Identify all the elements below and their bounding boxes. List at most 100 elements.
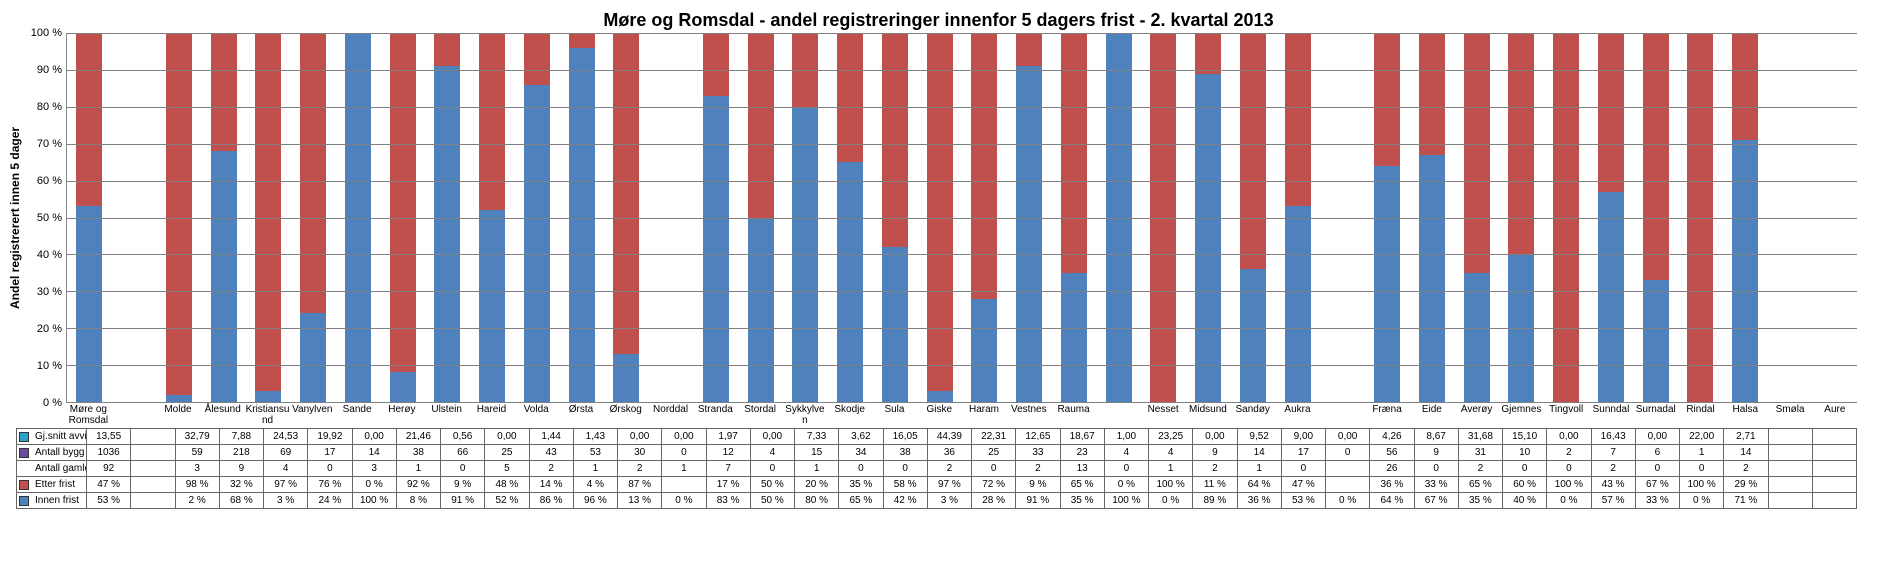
cell: 38 bbox=[396, 445, 440, 461]
cell: 3 % bbox=[927, 493, 971, 509]
x-label: Fræna bbox=[1365, 403, 1410, 428]
segment-innen-frist bbox=[300, 313, 326, 402]
cell: 20 % bbox=[795, 477, 839, 493]
cell: 0 bbox=[441, 461, 485, 477]
cell: 26 bbox=[1370, 461, 1414, 477]
cell: 98 % bbox=[175, 477, 219, 493]
x-label: Norddal bbox=[648, 403, 693, 428]
cell: 42 % bbox=[883, 493, 927, 509]
x-label: Giske bbox=[917, 403, 962, 428]
cell: 65 % bbox=[839, 493, 883, 509]
cell: 40 % bbox=[1503, 493, 1547, 509]
cell: 29 % bbox=[1724, 477, 1768, 493]
cell: 0 % bbox=[662, 493, 706, 509]
x-label: Volda bbox=[514, 403, 559, 428]
cell: 53 % bbox=[87, 493, 131, 509]
cell: 14 % bbox=[529, 477, 573, 493]
cell: 19,92 bbox=[308, 429, 352, 445]
cell: 12 bbox=[706, 445, 750, 461]
table-row: Etter frist47 %98 %32 %97 %76 %0 %92 %9 … bbox=[17, 477, 1857, 493]
segment-etter-frist bbox=[434, 33, 460, 66]
segment-etter-frist bbox=[1419, 33, 1445, 155]
x-label: Sande bbox=[335, 403, 380, 428]
cell: 36 % bbox=[1370, 477, 1414, 493]
cell bbox=[1768, 445, 1812, 461]
cell: 24,53 bbox=[264, 429, 308, 445]
segment-innen-frist bbox=[1016, 66, 1042, 402]
x-axis-labels: Møre og RomsdalMoldeÅlesundKristiansundV… bbox=[66, 403, 1857, 428]
row-header-gj_snitt_avvik: Gj.snitt avvik bbox=[17, 429, 87, 445]
segment-innen-frist bbox=[479, 210, 505, 402]
cell bbox=[662, 477, 706, 493]
x-label: Ulstein bbox=[424, 403, 469, 428]
table-row: Innen frist53 %2 %68 %3 %24 %100 %8 %91 … bbox=[17, 493, 1857, 509]
cell: 0,56 bbox=[441, 429, 485, 445]
cell: 60 % bbox=[1503, 477, 1547, 493]
y-axis: 0 %10 %20 %30 %40 %50 %60 %70 %80 %90 %1… bbox=[28, 33, 66, 403]
cell: 36 % bbox=[1237, 493, 1281, 509]
cell: 0 % bbox=[1104, 477, 1148, 493]
cell: 1,43 bbox=[573, 429, 617, 445]
cell: 3,62 bbox=[839, 429, 883, 445]
cell: 5 bbox=[485, 461, 529, 477]
cell: 4 bbox=[1104, 445, 1148, 461]
cell bbox=[131, 461, 175, 477]
cell: 65 % bbox=[1060, 477, 1104, 493]
cell: 22,00 bbox=[1680, 429, 1724, 445]
y-tick: 100 % bbox=[31, 27, 62, 39]
cell: 97 % bbox=[264, 477, 308, 493]
cell: 50 % bbox=[750, 477, 794, 493]
x-label: Vestnes bbox=[1006, 403, 1051, 428]
cell: 0,00 bbox=[1193, 429, 1237, 445]
cell: 16,05 bbox=[883, 429, 927, 445]
cell: 0 % bbox=[1326, 493, 1370, 509]
cell: 13,55 bbox=[87, 429, 131, 445]
cell: 15 bbox=[795, 445, 839, 461]
cell: 80 % bbox=[795, 493, 839, 509]
cell bbox=[1812, 461, 1856, 477]
cell: 0 bbox=[839, 461, 883, 477]
cell: 92 % bbox=[396, 477, 440, 493]
cell: 0 bbox=[972, 461, 1016, 477]
segment-innen-frist bbox=[1643, 280, 1669, 402]
x-label bbox=[1320, 403, 1365, 428]
x-label: Haram bbox=[962, 403, 1007, 428]
cell: 0 bbox=[662, 445, 706, 461]
cell: 52 % bbox=[485, 493, 529, 509]
cell: 100 % bbox=[1680, 477, 1724, 493]
cell: 16,43 bbox=[1591, 429, 1635, 445]
cell: 0 bbox=[1326, 445, 1370, 461]
cell: 1,44 bbox=[529, 429, 573, 445]
cell: 4 bbox=[264, 461, 308, 477]
x-label: Stranda bbox=[693, 403, 738, 428]
cell: 0 bbox=[1635, 461, 1679, 477]
cell: 36 bbox=[927, 445, 971, 461]
cell: 0 bbox=[883, 461, 927, 477]
cell: 47 % bbox=[1281, 477, 1325, 493]
segment-innen-frist bbox=[613, 354, 639, 402]
cell: 22,31 bbox=[972, 429, 1016, 445]
y-tick: 30 % bbox=[37, 286, 62, 298]
segment-innen-frist bbox=[76, 206, 102, 402]
x-label bbox=[1096, 403, 1141, 428]
cell: 4 bbox=[750, 445, 794, 461]
cell: 0 bbox=[1680, 461, 1724, 477]
cell: 76 % bbox=[308, 477, 352, 493]
cell bbox=[131, 429, 175, 445]
segment-innen-frist bbox=[882, 247, 908, 402]
cell bbox=[131, 493, 175, 509]
cell bbox=[1768, 493, 1812, 509]
cell: 0,00 bbox=[618, 429, 662, 445]
gridline bbox=[67, 218, 1857, 219]
segment-etter-frist bbox=[927, 33, 953, 391]
cell: 1 bbox=[573, 461, 617, 477]
cell: 44,39 bbox=[927, 429, 971, 445]
segment-etter-frist bbox=[211, 33, 237, 151]
row-header-antall_gamle: Antall gamle bbox=[17, 461, 87, 477]
x-label: Aukra bbox=[1275, 403, 1320, 428]
cell: 23 bbox=[1060, 445, 1104, 461]
x-label: Eide bbox=[1409, 403, 1454, 428]
cell: 1,00 bbox=[1104, 429, 1148, 445]
cell: 7 bbox=[1591, 445, 1635, 461]
row-header-antall_bygg: Antall bygg bbox=[17, 445, 87, 461]
